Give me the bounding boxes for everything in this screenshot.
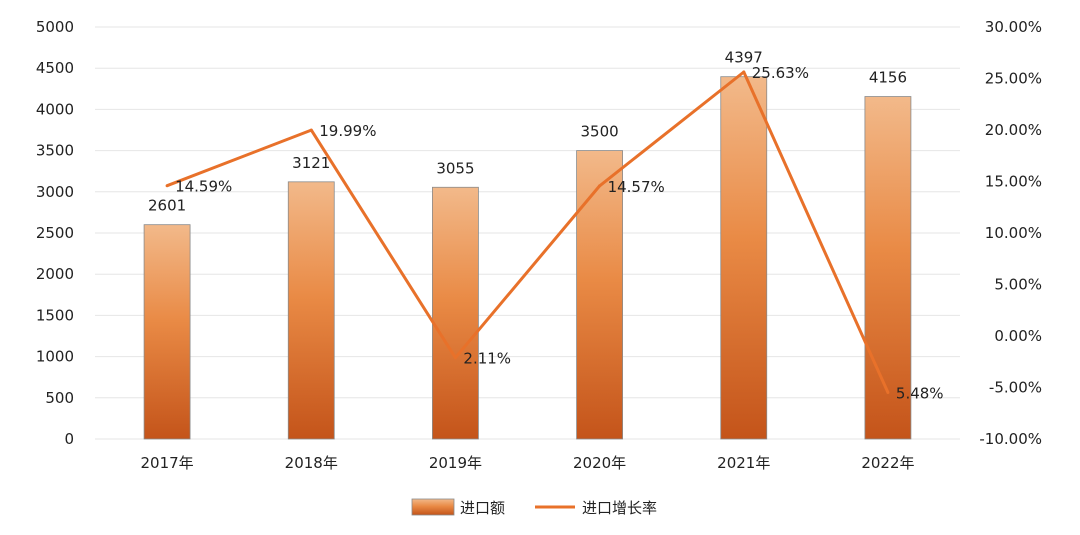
bar: [576, 150, 623, 440]
right-tick-label: 10.00%: [985, 224, 1042, 242]
bar-value-label: 3121: [292, 154, 330, 172]
left-tick-label: 1000: [36, 348, 74, 366]
left-tick-label: 2500: [36, 224, 74, 242]
line-value-label: 2.11%: [463, 350, 511, 368]
right-tick-label: -5.00%: [989, 379, 1042, 397]
bar: [287, 181, 335, 440]
bar-value-label: 3500: [580, 123, 618, 141]
x-tick-label: 2019年: [429, 454, 482, 472]
line-value-label: 5.48%: [896, 384, 944, 402]
line-series: 14.59% 19.99% 2.11% 14.57% 25.63% 5.48%: [165, 64, 944, 402]
x-axis: 2017年 2018年 2019年 2020年 2021年 2022年: [140, 454, 914, 472]
bar: [720, 76, 768, 440]
left-axis: 0 500 1000 1500 2000 2500 3000 3500 4000 4500 5000: [36, 18, 74, 448]
bar-value-label: 4156: [869, 69, 907, 87]
bar: [432, 186, 479, 440]
line-value-label: 14.59%: [175, 178, 232, 196]
line-value-label: 14.57%: [608, 178, 665, 196]
bar-value-label: 3055: [436, 159, 474, 177]
growth-rate-line: [166, 70, 890, 394]
left-tick-label: 4500: [36, 59, 74, 77]
legend-swatch-bar: [411, 498, 455, 516]
left-tick-label: 3500: [36, 142, 74, 160]
left-tick-label: 4000: [36, 100, 74, 118]
line-point: [598, 184, 602, 188]
bar-value-label: 4397: [725, 49, 763, 67]
line-point: [165, 184, 169, 188]
line-point: [309, 128, 313, 132]
left-tick-label: 0: [64, 430, 74, 448]
left-tick-label: 2000: [36, 265, 74, 283]
gridlines: [95, 26, 960, 440]
bar-value-label: 2601: [148, 197, 186, 215]
x-tick-label: 2022年: [861, 454, 914, 472]
right-tick-label: 20.00%: [985, 121, 1042, 139]
right-tick-label: 5.00%: [994, 276, 1042, 294]
x-tick-label: 2021年: [717, 454, 770, 472]
right-tick-label: 25.00%: [985, 70, 1042, 88]
bar: [864, 96, 912, 440]
line-value-label: 25.63%: [752, 64, 809, 82]
x-tick-label: 2017年: [140, 454, 193, 472]
legend-label-line: 进口增长率: [582, 499, 657, 517]
left-tick-label: 1500: [36, 306, 74, 324]
x-tick-label: 2020年: [573, 454, 626, 472]
x-tick-label: 2018年: [285, 454, 338, 472]
bar-series: 2601 3121 3055 3500 4397 4156: [143, 49, 912, 440]
legend-label-bar: 进口额: [460, 499, 505, 517]
line-point: [742, 70, 746, 74]
legend: 进口额 进口增长率: [411, 498, 657, 517]
line-value-label: 19.99%: [319, 122, 376, 140]
right-axis: -10.00% -5.00% 0.00% 5.00% 10.00% 15.00% 20.00…: [979, 18, 1042, 448]
left-tick-label: 5000: [36, 18, 74, 36]
left-tick-label: 500: [45, 389, 74, 407]
left-tick-label: 3000: [36, 183, 74, 201]
bar: [143, 224, 191, 440]
right-tick-label: 15.00%: [985, 173, 1042, 191]
line-point: [453, 356, 457, 360]
right-tick-label: 30.00%: [985, 18, 1042, 36]
right-tick-label: 0.00%: [994, 327, 1042, 345]
right-tick-label: -10.00%: [979, 430, 1042, 448]
line-point: [886, 390, 890, 394]
